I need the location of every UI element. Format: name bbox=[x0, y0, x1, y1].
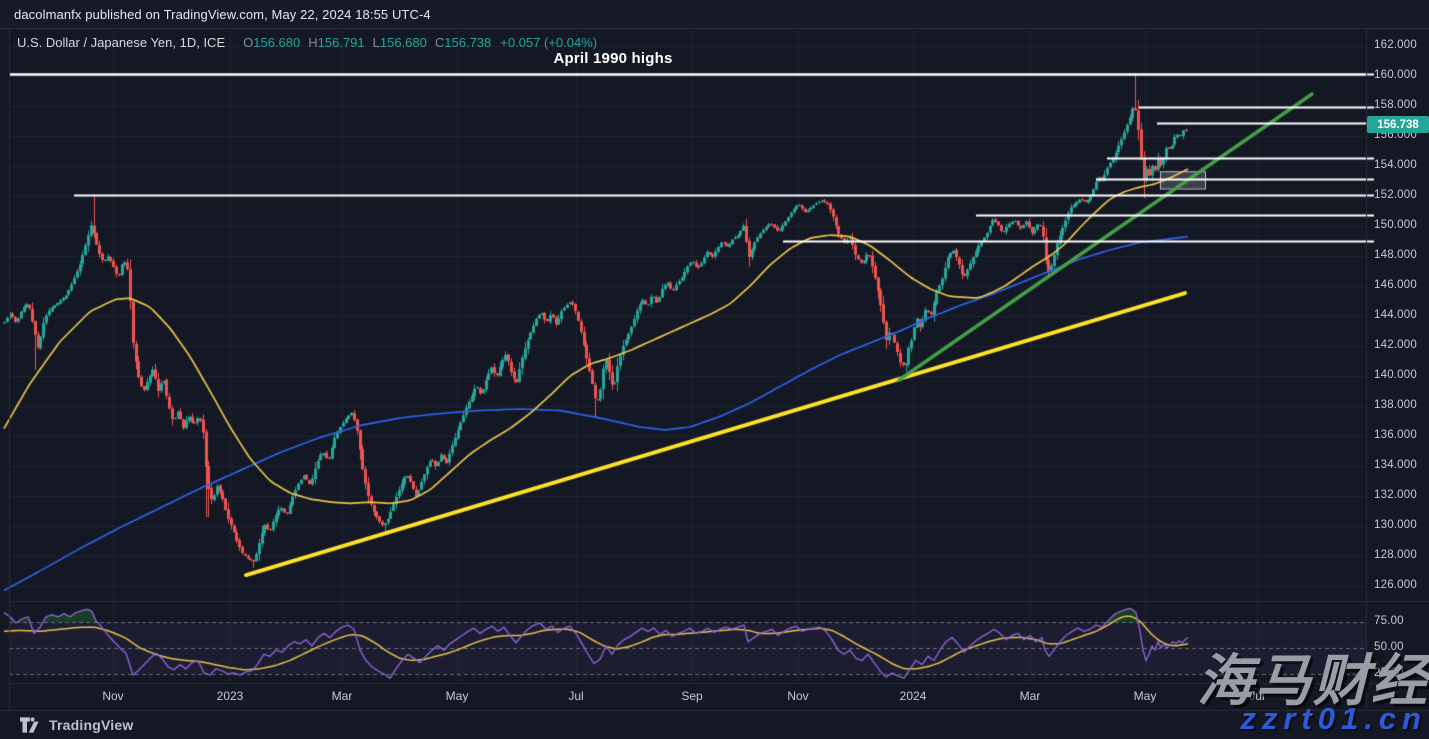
price-tick-label: 136.000 bbox=[1374, 429, 1417, 441]
rsi-tick-label: 50.00 bbox=[1374, 641, 1404, 653]
price-tick-label: 144.000 bbox=[1374, 309, 1417, 321]
watermark-site-url: zzrt01.cn bbox=[1240, 701, 1427, 736]
price-tick-label: 152.000 bbox=[1374, 189, 1417, 201]
time-tick-label: May bbox=[1133, 689, 1157, 703]
time-tick-label: May bbox=[445, 689, 469, 703]
price-tick-label: 126.000 bbox=[1374, 579, 1417, 591]
tradingview-logo-link[interactable]: TradingView bbox=[20, 717, 133, 733]
time-tick-label: 2023 bbox=[216, 689, 244, 703]
ohlc-close-label: C bbox=[434, 34, 445, 50]
ohlc-low-label: L bbox=[372, 34, 380, 50]
rsi-tick-label: 25.00 bbox=[1374, 667, 1404, 679]
time-tick-label: Sep bbox=[681, 689, 703, 703]
price-tick-label: 148.000 bbox=[1374, 249, 1417, 261]
price-tick-label: 160.000 bbox=[1374, 69, 1417, 81]
current-price-badge: 156.738 bbox=[1367, 116, 1429, 134]
time-tick-label: Jul bbox=[568, 689, 584, 703]
price-tick-label: 138.000 bbox=[1374, 399, 1417, 411]
time-tick-label: Mar bbox=[331, 689, 353, 703]
price-tick-label: 146.000 bbox=[1374, 279, 1417, 291]
watermark-site-name: 海马财经 bbox=[1197, 649, 1429, 714]
chart-header: U.S. Dollar / Japanese Yen, 1D, ICE O 156… bbox=[17, 31, 597, 53]
ohlc-close-value: 156.738 bbox=[444, 34, 492, 50]
symbol-title: U.S. Dollar / Japanese Yen, 1D, ICE bbox=[17, 34, 226, 50]
price-tick-label: 162.000 bbox=[1374, 39, 1417, 51]
price-scale[interactable]: 156.738 162.000 160.000 158.000 156.000 154.… bbox=[1367, 28, 1429, 710]
change-value: +0.057 (+0.04%) bbox=[500, 34, 598, 50]
publish-text: dacolmanfx published on TradingView.com,… bbox=[14, 6, 431, 22]
price-tick-label: 134.000 bbox=[1374, 459, 1417, 471]
price-tick-label: 132.000 bbox=[1374, 489, 1417, 501]
price-tick-label: 140.000 bbox=[1374, 369, 1417, 381]
price-tick-label: 130.000 bbox=[1374, 519, 1417, 531]
price-tick-label: 128.000 bbox=[1374, 549, 1417, 561]
price-tick-label: 142.000 bbox=[1374, 339, 1417, 351]
time-tick-label: Nov bbox=[787, 689, 809, 703]
ohlc-low-value: 156.680 bbox=[379, 34, 427, 50]
annotation-april-1990-highs: April 1990 highs bbox=[553, 50, 673, 67]
time-tick-label: 2024 bbox=[899, 689, 927, 703]
time-tick-label: Nov bbox=[102, 689, 124, 703]
ohlc-high-value: 156.791 bbox=[317, 34, 365, 50]
tradingview-logo-text: TradingView bbox=[49, 717, 134, 733]
tradingview-logo-icon bbox=[20, 717, 39, 733]
ohlc-high-label: H bbox=[308, 34, 318, 50]
rsi-tick-label: 75.00 bbox=[1374, 615, 1404, 627]
publish-bar: dacolmanfx published on TradingView.com,… bbox=[0, 0, 1429, 29]
price-tick-label: 154.000 bbox=[1374, 159, 1417, 171]
time-tick-label: Mar bbox=[1019, 689, 1041, 703]
ohlc-open-value: 156.680 bbox=[253, 34, 301, 50]
time-tick-label: Jul bbox=[1249, 689, 1265, 703]
footer-bar: TradingView bbox=[0, 711, 1429, 739]
price-tick-label: 150.000 bbox=[1374, 219, 1417, 231]
ohlc-open-label: O bbox=[243, 34, 254, 50]
time-axis[interactable]: Nov 2023 Mar May Jul Sep Nov 2024 Mar May Jul bbox=[0, 684, 1366, 710]
price-tick-label: 158.000 bbox=[1374, 99, 1417, 111]
